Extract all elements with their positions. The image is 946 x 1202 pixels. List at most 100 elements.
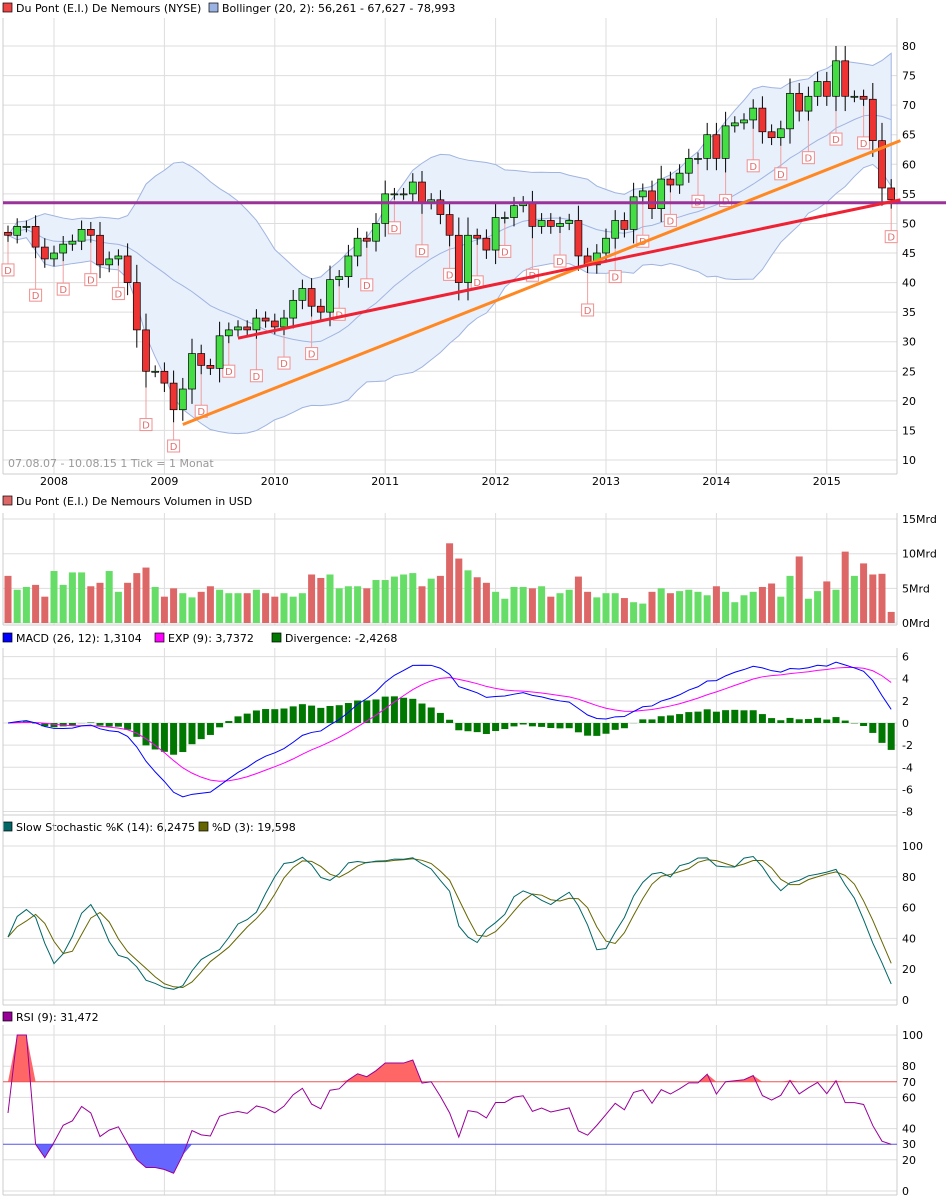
volume-bar [225, 593, 233, 623]
divergence-bar [731, 709, 739, 723]
candle [298, 288, 307, 301]
candle [206, 365, 215, 369]
candle [675, 172, 684, 186]
volume-bar [620, 598, 628, 623]
y-tick-label: 80 [902, 40, 916, 53]
candle [859, 95, 868, 100]
candle [40, 246, 49, 260]
divergence-bar [326, 706, 334, 723]
divergence-bar [252, 710, 260, 723]
divergence-bar [887, 723, 895, 750]
candle [151, 370, 160, 373]
divergence-bar [703, 709, 711, 723]
divergence-bar [676, 714, 684, 723]
divergence-bar [179, 723, 187, 753]
dividend-marker [84, 273, 98, 287]
dividend-marker [801, 151, 815, 165]
candle [804, 95, 813, 112]
candle [178, 388, 187, 411]
volume-bar [731, 602, 739, 623]
dividend-marker [884, 230, 898, 244]
candle [638, 190, 647, 198]
volume-bar [354, 586, 362, 623]
divergence-bar [280, 708, 288, 723]
volume-bar [262, 593, 270, 623]
y-tick-label: 70 [902, 99, 916, 112]
volume-bar [722, 591, 730, 623]
divergence-bar [860, 723, 868, 726]
volume-bar [749, 591, 757, 623]
candle [795, 92, 804, 112]
trendline-red [237, 198, 901, 340]
volume-bar [786, 575, 794, 623]
dividend-label: D [473, 278, 481, 289]
candle [510, 205, 518, 218]
stochastic-panel: 0 20 40 60 80 100 [2, 815, 923, 1007]
x-tick-label: 2014 [702, 475, 730, 488]
volume-bar [87, 586, 95, 623]
divergence-bar [528, 723, 536, 727]
rsi-level-label: 30 [902, 1138, 916, 1151]
y-tick-label: 20 [902, 963, 916, 976]
candle [243, 326, 252, 331]
divergence-bar [409, 698, 417, 723]
candle [59, 243, 68, 254]
volume-bar [473, 577, 481, 623]
x-tick-label: 2015 [813, 475, 841, 488]
dividend-marker [249, 369, 263, 383]
dividend-label: D [611, 273, 619, 284]
volume-bar [32, 584, 40, 623]
volume-bar [740, 595, 748, 623]
candle [326, 279, 334, 313]
y-tick-label: 40 [902, 1123, 916, 1136]
y-tick-label: 40 [902, 277, 916, 290]
y-tick-label: 15 [902, 424, 916, 437]
dividend-marker [829, 132, 843, 146]
volume-bar [363, 588, 371, 623]
volume-bar [694, 591, 702, 623]
volume-bar [4, 575, 12, 623]
x-tick-label: 2008 [40, 475, 68, 488]
volume-bar [243, 593, 251, 623]
dividend-marker [360, 278, 374, 292]
divergence-bar [639, 719, 647, 723]
dividend-label: D [860, 139, 868, 150]
divergence-bar [160, 723, 168, 752]
candle [878, 140, 886, 189]
volume-bar [206, 586, 214, 623]
candle [160, 370, 169, 384]
dividend-label: D [501, 247, 509, 258]
volume-bar [409, 573, 417, 623]
candle [740, 119, 748, 124]
divergence-bar [749, 710, 757, 723]
candle [22, 226, 31, 228]
volume-bar [814, 591, 822, 623]
candle [86, 229, 95, 236]
y-tick-label: 60 [902, 902, 916, 915]
volume-bar [584, 591, 592, 623]
divergence-bar [151, 723, 159, 750]
candle [473, 234, 482, 239]
divergence-bar [657, 716, 665, 723]
macd-legend: MACD (26, 12): 1,3104 [16, 632, 142, 645]
dividend-marker [1, 263, 15, 277]
candle [344, 255, 353, 278]
volume-bar [795, 556, 803, 623]
divergence-bar [878, 723, 886, 743]
dividend-label: D [142, 421, 150, 432]
volume-bar [547, 596, 555, 623]
dividend-marker [663, 213, 677, 227]
bollinger-legend-swatch [208, 2, 219, 13]
candle [372, 223, 380, 242]
candle [666, 178, 675, 186]
volume-bar [436, 575, 444, 623]
divergence-bar [666, 715, 674, 723]
dividend-label: D [280, 359, 288, 370]
dividend-label: D [4, 266, 12, 277]
divergence-bar [234, 716, 242, 723]
candle [703, 134, 712, 159]
volume-bar [298, 593, 306, 623]
y-tick-label: 25 [902, 365, 916, 378]
y-tick-label: 20 [902, 1154, 916, 1167]
price-legend: Du Pont (E.I.) De Nemours (NYSE) [16, 2, 201, 15]
